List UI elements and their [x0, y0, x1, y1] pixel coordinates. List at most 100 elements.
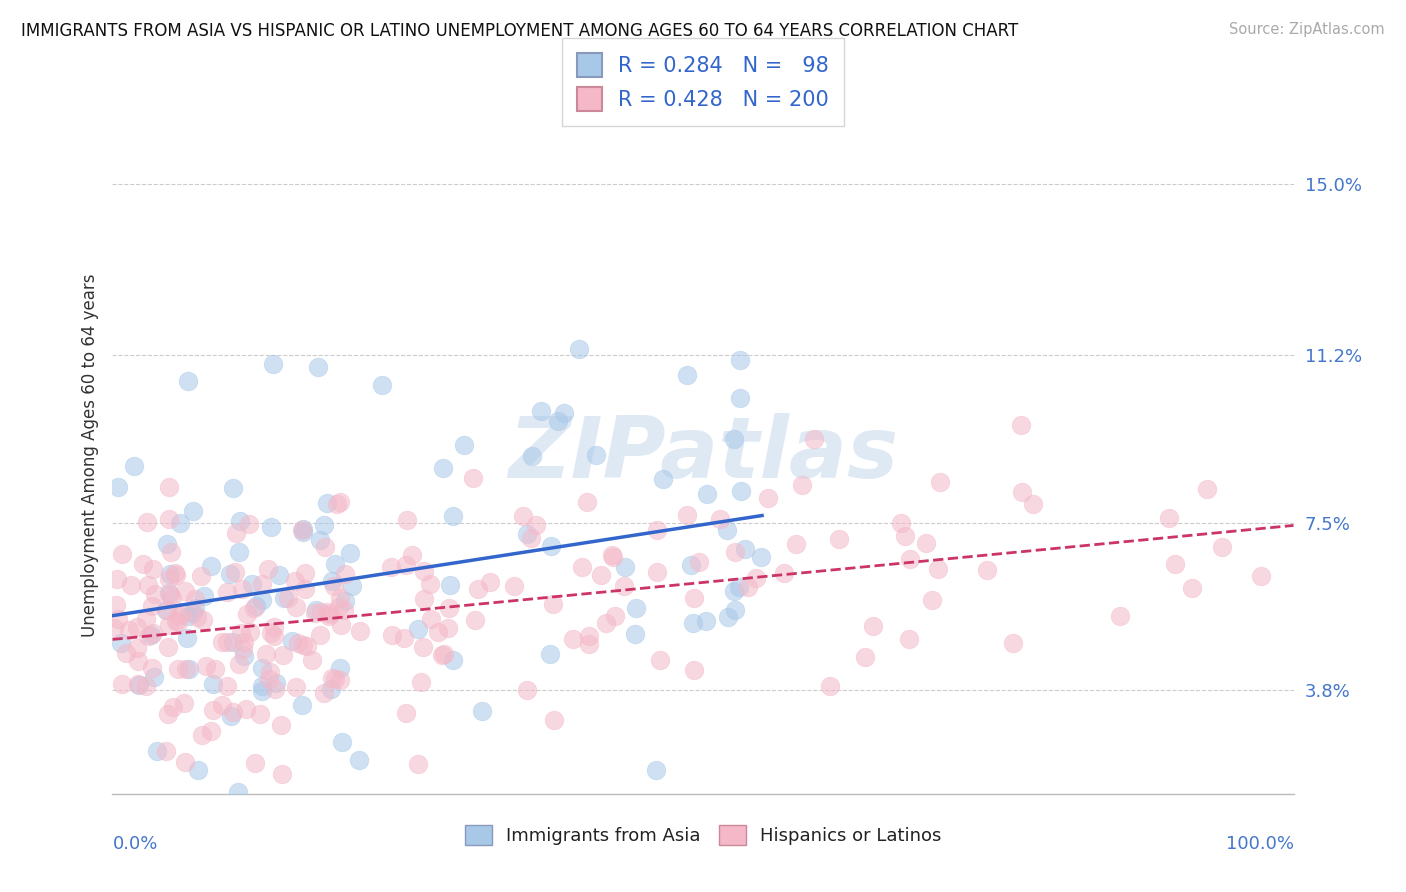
Point [219, 567, 242, 582]
Point [595, 615, 617, 630]
Point [329, 618, 352, 632]
Point [1195, 483, 1218, 497]
Point [613, 579, 636, 593]
Point [409, 674, 432, 689]
Point [135, 612, 157, 626]
Point [323, 579, 346, 593]
Point [295, 639, 318, 653]
Point [301, 653, 323, 667]
Point [162, 700, 184, 714]
Point [127, 619, 149, 633]
Point [790, 478, 813, 492]
Point [232, 635, 254, 649]
Point [167, 609, 190, 624]
Point [136, 629, 159, 643]
Point [328, 599, 350, 614]
Point [645, 565, 668, 579]
Point [225, 525, 247, 540]
Point [862, 618, 884, 632]
Point [284, 600, 307, 615]
Point [349, 624, 371, 638]
Point [215, 585, 238, 599]
Point [271, 648, 294, 662]
Point [122, 459, 145, 474]
Point [294, 566, 316, 580]
Point [380, 560, 402, 574]
Point [155, 744, 177, 758]
Point [716, 524, 738, 538]
Point [734, 541, 756, 556]
Point [432, 461, 454, 475]
Point [160, 545, 183, 559]
Point [263, 620, 285, 634]
Point [291, 524, 314, 538]
Point [419, 612, 441, 626]
Point [709, 512, 731, 526]
Point [273, 591, 295, 605]
Point [127, 640, 149, 655]
Point [236, 607, 259, 621]
Point [401, 549, 423, 563]
Point [160, 591, 183, 606]
Point [177, 375, 200, 389]
Point [695, 615, 717, 629]
Point [682, 616, 704, 631]
Point [250, 593, 273, 607]
Point [287, 636, 309, 650]
Point [728, 353, 751, 368]
Point [173, 696, 195, 710]
Point [191, 613, 214, 627]
Point [682, 663, 704, 677]
Point [232, 641, 254, 656]
Point [464, 614, 486, 628]
Point [254, 648, 277, 662]
Point [229, 626, 252, 640]
Point [174, 662, 197, 676]
Point [576, 494, 599, 508]
Point [915, 535, 938, 549]
Text: 100.0%: 100.0% [1226, 835, 1294, 853]
Point [141, 599, 163, 613]
Point [277, 591, 299, 605]
Point [432, 648, 454, 662]
Point [314, 517, 336, 532]
Point [803, 433, 825, 447]
Point [292, 524, 315, 539]
Point [717, 610, 740, 624]
Point [139, 628, 162, 642]
Point [392, 631, 415, 645]
Point [724, 603, 747, 617]
Point [115, 646, 138, 660]
Point [305, 603, 328, 617]
Point [412, 640, 434, 655]
Point [235, 702, 257, 716]
Point [419, 576, 441, 591]
Point [257, 562, 280, 576]
Point [177, 662, 200, 676]
Point [371, 378, 394, 392]
Point [110, 635, 132, 649]
Point [724, 545, 747, 559]
Point [229, 514, 252, 528]
Point [571, 559, 593, 574]
Point [194, 658, 217, 673]
Point [202, 677, 225, 691]
Point [250, 660, 273, 674]
Point [243, 756, 266, 770]
Point [307, 360, 329, 375]
Point [432, 648, 454, 663]
Point [304, 606, 326, 620]
Point [155, 537, 177, 551]
Point [645, 763, 668, 777]
Point [561, 632, 583, 647]
Point [568, 342, 591, 356]
Point [211, 698, 233, 713]
Point [156, 640, 179, 655]
Point [547, 414, 569, 428]
Point [157, 572, 180, 586]
Point [155, 603, 177, 617]
Point [408, 757, 430, 772]
Point [127, 676, 149, 690]
Point [204, 662, 226, 676]
Point [602, 549, 624, 564]
